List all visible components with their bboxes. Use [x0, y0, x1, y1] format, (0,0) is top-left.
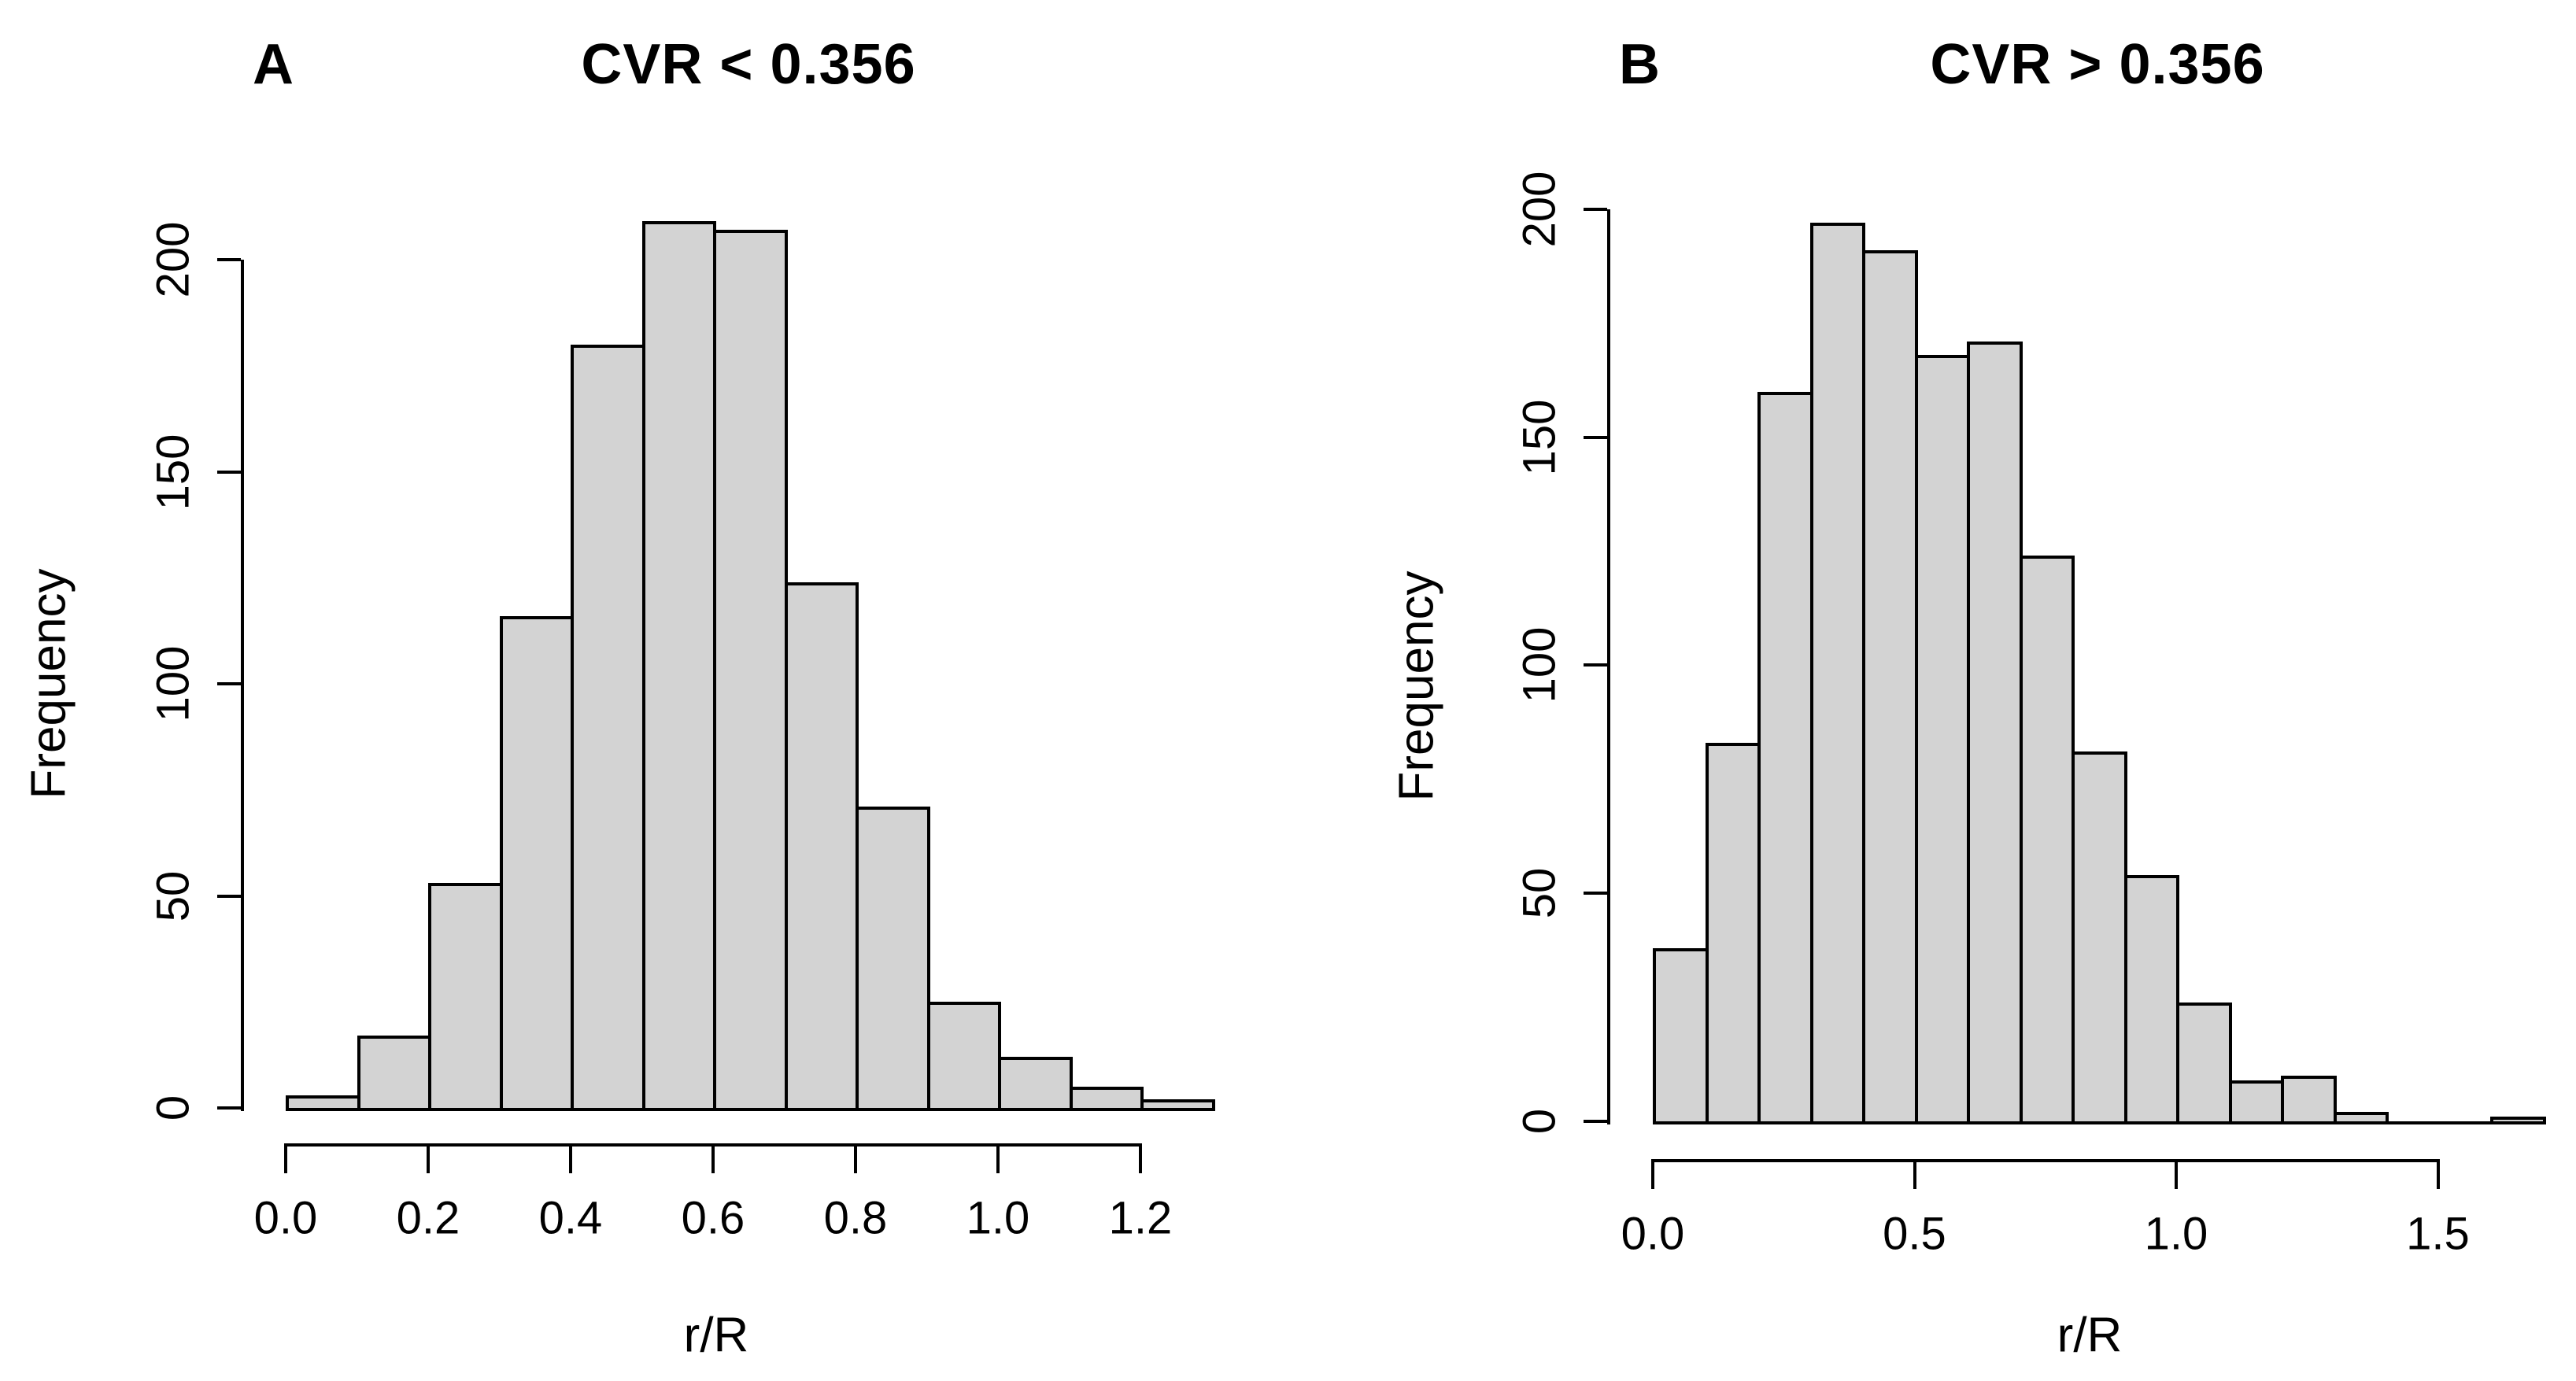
y-tick-label: 50: [1513, 867, 1565, 919]
y-axis-label-b: Frequency: [1389, 570, 1444, 802]
x-tick: [1651, 1159, 1654, 1189]
histogram-bar: [1914, 355, 1970, 1124]
panel-title-b: CVR > 0.356: [1930, 33, 2265, 96]
y-tick-label: 200: [147, 221, 199, 298]
histogram-bar: [2281, 1076, 2337, 1124]
y-tick: [1584, 435, 1607, 439]
histogram-bar: [784, 582, 859, 1111]
histogram-bar: [357, 1036, 431, 1111]
histogram-zero-bin: [2437, 1121, 2493, 1124]
y-tick: [217, 682, 241, 685]
panel-letter-b: B: [1619, 33, 1660, 96]
histogram-bar: [1862, 249, 1918, 1124]
x-tick-label: 0.0: [253, 1192, 318, 1244]
histogram-bar: [2123, 874, 2179, 1124]
y-axis-line: [241, 260, 244, 1111]
x-tick: [1139, 1143, 1142, 1173]
histogram-bar: [1705, 742, 1761, 1124]
x-tick-label: 0.0: [1621, 1208, 1685, 1260]
y-tick: [1584, 892, 1607, 895]
y-tick-label: 150: [1513, 399, 1565, 475]
panel-letter-a: A: [253, 33, 294, 96]
histogram-bar: [2228, 1080, 2284, 1124]
y-tick: [1584, 207, 1607, 211]
histogram-bar: [2176, 1003, 2232, 1124]
y-tick-label: 0: [1513, 1108, 1565, 1135]
y-tick-label: 200: [1513, 171, 1565, 248]
x-tick-label: 0.4: [538, 1192, 603, 1244]
y-tick: [217, 1106, 241, 1110]
histogram-bar: [856, 807, 930, 1111]
x-tick-label: 0.8: [823, 1192, 888, 1244]
y-tick-label: 150: [147, 434, 199, 510]
x-tick: [1913, 1159, 1916, 1189]
histogram-bar: [1967, 341, 2023, 1124]
y-tick: [1584, 1120, 1607, 1123]
x-tick-label: 0.6: [681, 1192, 745, 1244]
histogram-zero-bin: [2386, 1121, 2441, 1124]
histogram-bar: [2490, 1117, 2546, 1124]
histogram-bar: [428, 883, 503, 1111]
x-tick: [427, 1143, 430, 1173]
histogram-bar: [571, 344, 645, 1111]
x-axis-line: [1651, 1159, 2440, 1162]
histogram-bar: [286, 1095, 360, 1111]
histogram-bar: [998, 1057, 1073, 1111]
panel-title-a: CVR < 0.356: [581, 33, 916, 96]
histogram-bar: [2072, 751, 2127, 1124]
x-tick: [996, 1143, 1000, 1173]
x-tick-label: 1.0: [2144, 1208, 2208, 1260]
x-tick-label: 1.5: [2406, 1208, 2470, 1260]
y-tick-label: 100: [1513, 626, 1565, 703]
x-tick: [2436, 1159, 2440, 1189]
x-axis-label-a: r/R: [683, 1308, 749, 1363]
histogram-bar: [499, 615, 574, 1111]
histogram-bar: [1069, 1087, 1144, 1111]
y-tick: [1584, 663, 1607, 667]
histogram-bar: [2019, 556, 2075, 1124]
x-tick: [854, 1143, 857, 1173]
x-axis-label-b: r/R: [2057, 1308, 2123, 1363]
x-tick: [569, 1143, 572, 1173]
histogram-bar: [713, 230, 788, 1111]
histogram-bar: [1140, 1099, 1215, 1111]
x-tick-label: 0.5: [1883, 1208, 1946, 1260]
y-tick: [217, 470, 241, 474]
x-tick: [284, 1143, 287, 1173]
x-tick-label: 1.0: [966, 1192, 1030, 1244]
histogram-bar: [926, 1002, 1001, 1111]
y-tick: [217, 894, 241, 898]
y-axis-label-a: Frequency: [21, 568, 76, 799]
histogram-bar: [1809, 223, 1865, 1124]
y-tick-label: 0: [147, 1095, 199, 1121]
x-tick-label: 1.2: [1108, 1192, 1173, 1244]
y-tick: [217, 258, 241, 261]
y-axis-line: [1607, 209, 1610, 1124]
y-tick-label: 100: [147, 645, 199, 722]
histogram-bar: [641, 221, 716, 1111]
x-tick: [2175, 1159, 2178, 1189]
histogram-bar: [1757, 391, 1813, 1124]
x-tick: [711, 1143, 715, 1173]
histogram-bar: [2333, 1112, 2389, 1124]
histogram-bar: [1653, 947, 1709, 1124]
y-tick-label: 50: [147, 870, 199, 921]
x-tick-label: 0.2: [396, 1192, 460, 1244]
